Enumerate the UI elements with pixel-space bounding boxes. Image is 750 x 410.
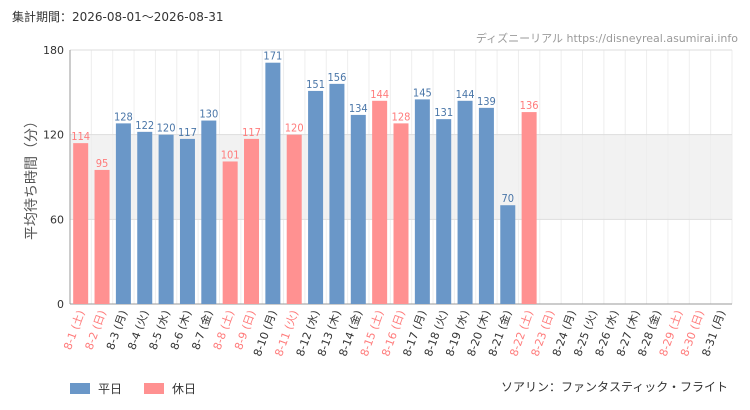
bar[interactable] <box>244 138 260 304</box>
bar[interactable] <box>222 161 238 304</box>
bar[interactable] <box>94 169 110 304</box>
bar[interactable] <box>329 83 345 304</box>
data-label: 131 <box>434 106 453 119</box>
data-label: 128 <box>114 110 133 123</box>
data-label: 101 <box>221 148 240 161</box>
bar[interactable] <box>73 143 89 304</box>
bar[interactable] <box>308 90 324 304</box>
attraction-name: ソアリン：ファンタスティック・フライト <box>500 380 728 394</box>
data-label: 145 <box>413 86 432 99</box>
data-label: 128 <box>392 110 411 123</box>
source-label: ディズニーリアル https://disneyreal.asumirai.inf… <box>475 32 738 45</box>
y-tick-label: 60 <box>50 213 64 226</box>
bar[interactable] <box>478 107 494 304</box>
bar[interactable] <box>265 62 281 305</box>
bar[interactable] <box>179 138 195 304</box>
data-label: 171 <box>263 50 282 63</box>
bar[interactable] <box>372 100 388 304</box>
data-label: 151 <box>306 78 325 91</box>
data-label: 136 <box>520 99 539 112</box>
data-label: 117 <box>178 126 197 139</box>
legend-swatch-weekday <box>70 383 90 394</box>
bar[interactable] <box>521 112 537 304</box>
data-label: 120 <box>285 122 304 135</box>
legend: 平日 休日 <box>70 380 218 397</box>
data-label: 120 <box>157 122 176 135</box>
legend-item-weekday[interactable]: 平日 <box>70 380 122 397</box>
bar[interactable] <box>457 100 473 304</box>
bar[interactable] <box>436 119 452 305</box>
bar[interactable] <box>286 134 302 304</box>
data-label: 122 <box>135 119 154 132</box>
y-tick-label: 120 <box>43 129 64 142</box>
bar[interactable] <box>201 120 217 304</box>
data-label: 144 <box>456 88 475 101</box>
data-label: 114 <box>71 130 90 143</box>
bar[interactable] <box>115 123 131 304</box>
data-label: 156 <box>327 71 346 84</box>
y-tick-label: 180 <box>43 44 64 57</box>
bar[interactable] <box>500 205 516 304</box>
legend-label-weekday: 平日 <box>98 382 123 396</box>
data-label: 139 <box>477 95 496 108</box>
y-tick-label: 0 <box>57 298 64 311</box>
period-label: 集計期間：2026-08-01～2026-08-31 <box>12 10 224 24</box>
bar[interactable] <box>414 99 430 304</box>
bar[interactable] <box>393 123 409 304</box>
bar[interactable] <box>137 131 153 304</box>
bar[interactable] <box>350 114 366 305</box>
data-label: 134 <box>349 102 368 115</box>
data-label: 70 <box>501 192 514 205</box>
data-label: 95 <box>96 157 109 170</box>
bar[interactable] <box>158 134 174 304</box>
legend-label-holiday: 休日 <box>172 382 197 396</box>
legend-swatch-holiday <box>144 383 165 394</box>
y-axis-label: 平均待ち時間（分） <box>24 114 40 240</box>
data-label: 130 <box>199 108 218 121</box>
legend-item-holiday[interactable]: 休日 <box>144 380 196 397</box>
data-label: 117 <box>242 126 261 139</box>
data-label: 144 <box>370 88 389 101</box>
